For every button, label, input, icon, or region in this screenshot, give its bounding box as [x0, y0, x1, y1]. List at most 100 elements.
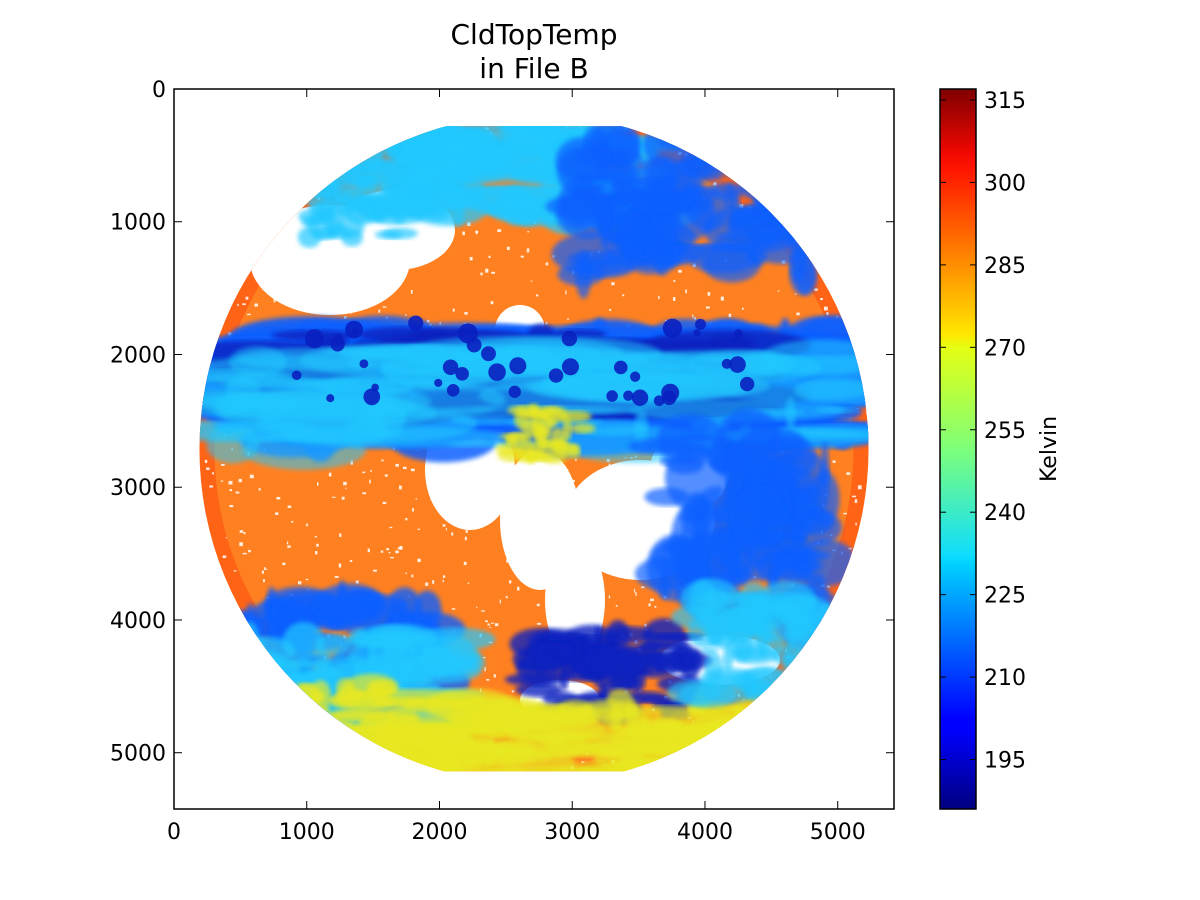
- convective-cell: [721, 358, 732, 369]
- no-data-speckle: [713, 182, 717, 186]
- no-data-speckle: [526, 248, 530, 253]
- cloud-patch: [644, 487, 690, 507]
- no-data-speckle: [489, 626, 492, 628]
- no-data-speckle: [378, 309, 381, 313]
- colorbar-label: Kelvin: [1037, 416, 1062, 482]
- no-data-speckle: [360, 291, 365, 293]
- no-data-speckle: [609, 464, 611, 466]
- no-data-speckle: [358, 263, 360, 268]
- no-data-speckle: [846, 472, 851, 475]
- no-data-speckle: [574, 575, 577, 578]
- no-data-speckle: [544, 492, 548, 495]
- no-data-speckle: [297, 242, 300, 244]
- no-data-speckle: [426, 482, 428, 486]
- no-data-speckle: [389, 556, 394, 559]
- no-data-speckle: [464, 312, 468, 315]
- x-axis-ticks: 0 1000 2000 3000 4000 5000: [167, 89, 866, 845]
- cloud-patch: [708, 637, 726, 645]
- x-tick-label: 4000: [677, 820, 733, 845]
- no-data-speckle: [287, 545, 291, 548]
- no-data-speckle: [427, 319, 430, 323]
- no-data-speckle: [204, 459, 208, 463]
- no-data-speckle: [497, 229, 502, 232]
- no-data-speckle: [291, 270, 294, 273]
- no-data-speckle: [441, 230, 445, 234]
- no-data-speckle: [582, 484, 587, 486]
- no-data-speckle: [298, 272, 303, 275]
- cloud-patch: [819, 441, 830, 509]
- no-data-speckle: [634, 588, 636, 593]
- no-data-speckle: [685, 289, 687, 294]
- chart-title-line-1: CldTopTemp: [451, 18, 618, 51]
- cloud-patch: [515, 682, 563, 698]
- x-tick-label: 0: [167, 820, 181, 845]
- no-data-speckle: [513, 320, 517, 322]
- cloud-patch: [551, 231, 643, 277]
- no-data-speckle: [249, 474, 254, 479]
- no-data-speckle: [579, 590, 583, 594]
- convective-cell: [739, 376, 755, 392]
- no-data-speckle: [820, 298, 823, 301]
- convective-cell: [653, 395, 665, 407]
- no-data-speckle: [609, 497, 612, 502]
- no-data-speckle: [373, 569, 377, 572]
- cloud-patch: [794, 376, 869, 406]
- no-data-speckle: [573, 479, 575, 482]
- x-tick-label: 2000: [411, 820, 467, 845]
- no-data-speckle: [794, 293, 797, 295]
- no-data-speckle: [211, 472, 215, 475]
- no-data-speckle: [451, 608, 456, 610]
- no-data-speckle: [246, 313, 251, 316]
- no-data-speckle: [598, 606, 602, 610]
- no-data-speckle: [238, 478, 242, 483]
- no-data-speckle: [463, 561, 467, 566]
- no-data-speckle: [221, 463, 225, 466]
- no-data-speckle: [315, 550, 318, 555]
- no-data-speckle: [273, 291, 277, 295]
- no-data-speckle: [325, 282, 328, 285]
- no-data-speckle: [565, 468, 569, 470]
- cloud-patch: [199, 420, 317, 443]
- no-data-speckle: [316, 482, 319, 486]
- colorbar-gradient: [939, 88, 977, 810]
- no-data-speckle: [349, 311, 353, 314]
- cloud-patch: [664, 243, 741, 251]
- no-data-speckle: [582, 569, 585, 573]
- no-data-speckle: [316, 543, 319, 547]
- cloud-patch: [793, 561, 824, 571]
- no-data-speckle: [536, 603, 540, 607]
- no-data-speckle: [823, 306, 828, 311]
- no-data-speckle: [300, 296, 304, 300]
- no-data-speckle: [494, 508, 497, 511]
- cloud-patch: [558, 410, 592, 423]
- no-data-speckle: [579, 587, 581, 592]
- colorbar-tick-label: 270: [984, 336, 1026, 361]
- no-data-speckle: [545, 262, 549, 266]
- no-data-speckle: [550, 570, 553, 572]
- no-data-speckle: [386, 548, 390, 551]
- plot-frame: [173, 88, 895, 810]
- cloud-patch: [490, 342, 603, 369]
- no-data-speckle: [398, 485, 402, 490]
- convective-cell: [548, 368, 564, 383]
- no-data-speckle: [294, 230, 297, 234]
- cloud-patch: [519, 410, 551, 418]
- cloud-patch: [387, 182, 417, 195]
- colorbar-tick-label: 285: [984, 254, 1026, 279]
- convective-cell: [291, 370, 302, 381]
- no-data-speckle: [832, 460, 836, 463]
- no-data-speckle: [261, 570, 264, 574]
- no-data-speckle: [572, 683, 576, 688]
- colorbar-ticks: 195 210 225 240 255 270 285 300 315: [940, 89, 1026, 774]
- no-data-speckle: [545, 322, 548, 325]
- no-data-speckle: [305, 578, 309, 581]
- no-data-speckle: [248, 549, 251, 553]
- no-data-speckle: [587, 609, 590, 613]
- convective-cell: [630, 371, 641, 382]
- no-data-speckle: [494, 623, 499, 627]
- no-data-speckle: [487, 500, 492, 503]
- no-data-speckle: [395, 550, 399, 554]
- no-data-speckle: [229, 504, 234, 508]
- no-data-speckle: [636, 519, 641, 522]
- no-data-speckle: [410, 289, 413, 294]
